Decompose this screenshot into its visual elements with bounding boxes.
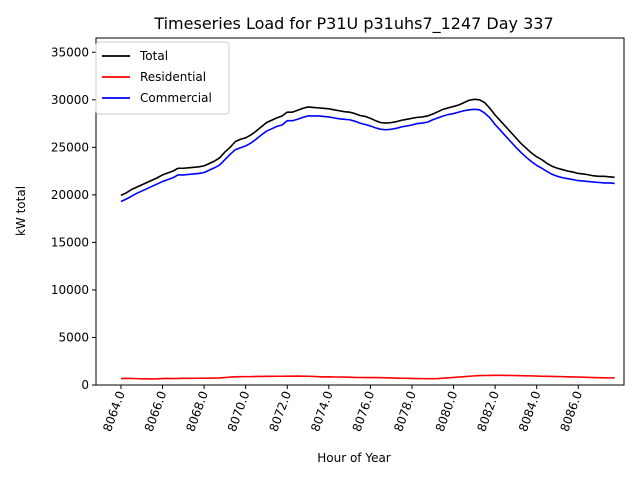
x-axis-label: Hour of Year	[317, 451, 391, 465]
series-layer	[120, 98, 615, 380]
y-tick-label: 30000	[51, 93, 89, 107]
y-tick-label: 0	[81, 378, 89, 392]
legend: Total Residential Commercial	[95, 41, 230, 115]
y-tick-label: 25000	[51, 140, 89, 154]
legend-label-commercial: Commercial	[140, 91, 212, 105]
y-tick-label: 35000	[51, 45, 89, 59]
legend-label-residential: Residential	[140, 70, 206, 84]
legend-box	[95, 41, 230, 115]
y-tick-label: 5000	[58, 330, 89, 344]
series-line-residential	[120, 374, 615, 380]
series-line-commercial	[120, 108, 615, 203]
chart-title: Timeseries Load for P31U p31uhs7_1247 Da…	[153, 14, 553, 34]
y-axis: 0 5000 10000 15000 20000 25000 30000 35000	[51, 45, 96, 392]
y-axis-label: kW total	[14, 186, 28, 236]
y-tick-label: 15000	[51, 235, 89, 249]
plot-frame	[95, 37, 625, 386]
y-tick-label: 10000	[51, 283, 89, 297]
legend-label-total: Total	[139, 49, 168, 63]
series-line-total	[120, 98, 615, 197]
y-tick-label: 20000	[51, 188, 89, 202]
